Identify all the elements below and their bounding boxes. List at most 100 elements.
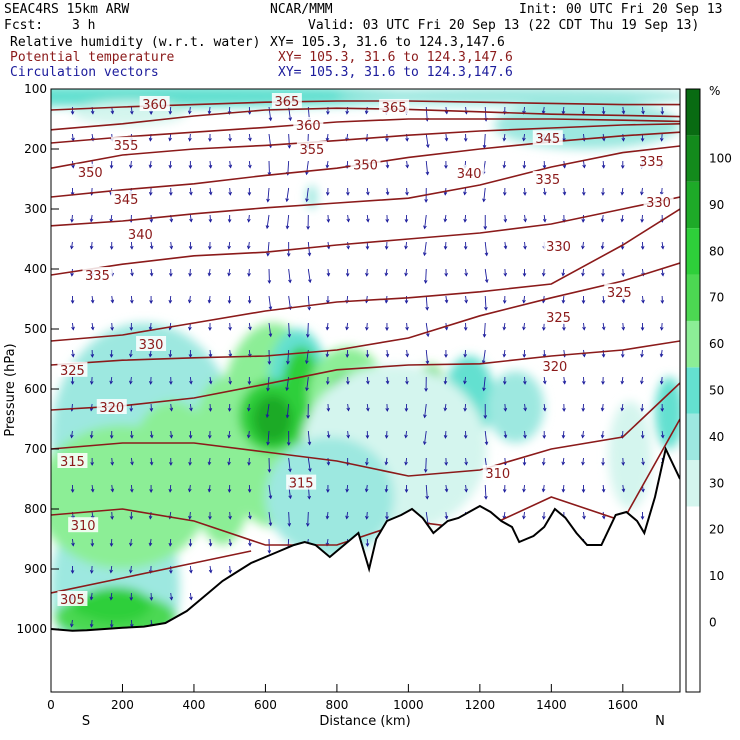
vector-8 (71, 322, 74, 330)
vector-580 (642, 106, 644, 114)
vector-head-83 (148, 191, 153, 196)
vector-head-73 (130, 461, 134, 466)
vector-head-76 (129, 542, 133, 547)
vector-82 (149, 160, 152, 168)
vector-head-506 (561, 272, 566, 277)
vector-head-135 (188, 515, 192, 520)
vector-head-607 (660, 300, 665, 304)
vector-608 (661, 322, 663, 330)
vector-head-84 (149, 219, 154, 223)
vector-head-154 (207, 488, 212, 493)
vector-head-587 (641, 299, 645, 304)
vector-head-450 (502, 381, 507, 385)
colorbar-label-100: 100 (709, 152, 732, 166)
vector-head-260 (326, 111, 330, 115)
vector-head-137 (189, 569, 193, 574)
vector-head-103 (169, 192, 173, 196)
vector-157 (209, 565, 212, 573)
vector-144 (209, 214, 212, 222)
vector-head-183 (247, 192, 252, 196)
vector-head-264 (326, 218, 331, 223)
vector-76 (130, 538, 132, 546)
vector-head-111 (169, 407, 174, 412)
vector-226 (288, 268, 291, 283)
vector-248 (307, 322, 309, 337)
vector-127 (188, 295, 191, 303)
vector-head-60 (130, 110, 134, 115)
vector-head-20 (90, 110, 95, 115)
vector-head-150 (208, 380, 213, 385)
vector-head-221 (287, 144, 292, 149)
vector-head-131 (189, 407, 193, 412)
vector-head-407 (464, 299, 468, 304)
vector-322 (386, 160, 389, 168)
vector-head-384 (443, 218, 448, 223)
vector-head-263 (325, 192, 330, 196)
vector-head-486 (541, 272, 546, 277)
vector-head-168 (228, 326, 232, 331)
vector-9 (71, 349, 74, 357)
vector-head-127 (187, 299, 192, 304)
vector-233 (288, 457, 291, 472)
vector-223 (286, 187, 290, 202)
vector-head-315 (365, 515, 369, 520)
vector-605 (661, 241, 664, 249)
vector-head-414 (464, 488, 468, 493)
vector-head-265 (326, 245, 331, 250)
vector-540 (602, 106, 605, 114)
vector-512 (562, 430, 565, 438)
vector-head-326 (384, 272, 389, 277)
vector-head-28 (90, 326, 95, 331)
vector-head-424 (483, 226, 488, 230)
vector-563 (621, 187, 624, 195)
vector-head-294 (345, 488, 349, 493)
vector-head-552 (600, 434, 605, 439)
theta-label-8: 345 (114, 193, 139, 208)
vector-head-141 (208, 138, 212, 142)
vector-308 (366, 322, 368, 330)
vector-head-225 (286, 253, 291, 257)
vector-head-188 (248, 326, 252, 331)
vector-head-594 (641, 488, 645, 493)
vector-head-354 (404, 489, 409, 493)
vector-head-235 (287, 522, 292, 527)
vector-314 (365, 484, 368, 492)
vector-head-6 (70, 272, 74, 277)
vector-head-464 (523, 218, 527, 223)
vector-head-412 (463, 435, 468, 439)
vector-head-393 (444, 462, 448, 466)
vector-head-333 (384, 461, 389, 466)
vector-head-580 (641, 110, 645, 115)
vector-394 (445, 484, 448, 492)
vector-425 (484, 241, 488, 256)
vector-head-17 (70, 570, 75, 574)
vector-head-126 (188, 272, 192, 277)
vector-head-102 (168, 164, 173, 169)
vector-452 (504, 430, 507, 438)
vector-head-605 (660, 245, 665, 250)
vector-head-566 (621, 272, 625, 277)
vector-head-47 (110, 299, 115, 304)
vector-168 (229, 322, 231, 330)
vector-head-134 (187, 488, 192, 493)
vector-head-611 (660, 408, 665, 412)
vector-head-569 (620, 354, 625, 358)
vector-353 (405, 457, 408, 465)
colorbar-unit: % (709, 84, 720, 98)
vector-28 (91, 322, 94, 330)
vector-head-125 (188, 246, 193, 250)
vector-227 (288, 295, 291, 310)
vector-111 (170, 403, 173, 411)
vector-66 (130, 268, 133, 276)
vector-214 (268, 484, 272, 499)
field-rh-name: Relative humidity (w.r.t. water) (10, 35, 261, 50)
vector-172 (228, 430, 231, 438)
vector-182 (248, 160, 251, 168)
theta-label-1: 365 (382, 101, 407, 116)
colorbar-label-10: 10 (709, 569, 724, 583)
vector-head-555 (601, 515, 606, 520)
colorbar-bin-110 (686, 89, 700, 136)
x-axis-label: Distance (km) (319, 714, 410, 729)
vector-head-4 (70, 218, 74, 223)
vector-head-563 (620, 191, 625, 196)
